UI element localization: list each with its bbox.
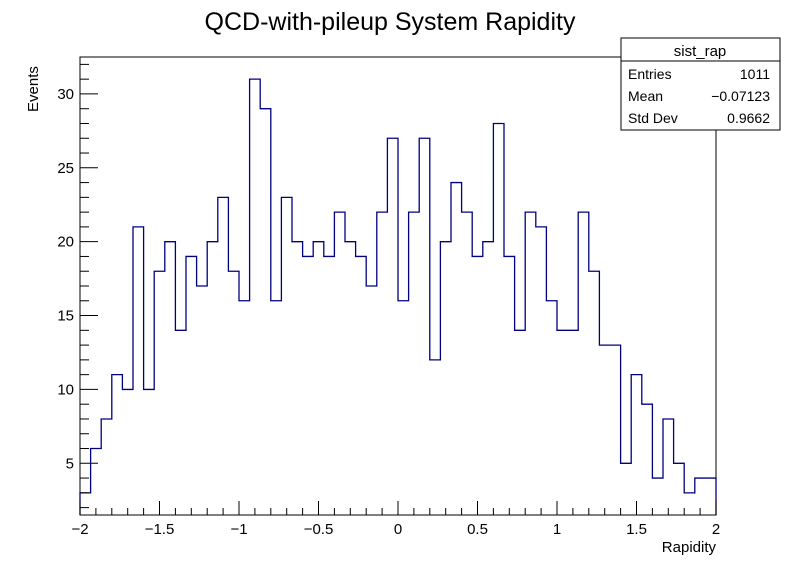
stats-box: sist_rap Entries 1011 Mean −0.07123 Std … (620, 37, 781, 131)
histogram-bin (197, 286, 208, 515)
histogram-bin (483, 242, 494, 515)
histogram-bin (366, 286, 377, 515)
stats-stddev-label: Std Dev (628, 110, 678, 126)
histogram-bin (599, 345, 610, 515)
histogram-bin (271, 301, 282, 515)
histogram-bin (440, 242, 451, 515)
histogram-bin (154, 271, 165, 515)
histogram-bin (493, 123, 504, 515)
histogram-bin (303, 256, 314, 515)
histogram-bin (228, 271, 239, 515)
histogram-bin (175, 330, 186, 515)
histogram-bin (705, 478, 716, 515)
stats-mean-value: −0.07123 (711, 88, 770, 104)
histogram-bin (631, 375, 642, 515)
y-tick-label: 10 (57, 381, 74, 398)
histogram-bin (260, 109, 271, 515)
y-tick-label: 20 (57, 234, 74, 251)
histogram-bin (186, 256, 197, 515)
histogram-bin (451, 183, 462, 515)
stats-entries-label: Entries (628, 66, 672, 82)
histogram-bin (334, 212, 345, 515)
x-tick-label: 0 (394, 521, 402, 538)
histogram-bin (430, 360, 441, 515)
y-axis: 5 10 15 20 25 30 (57, 63, 98, 509)
y-tick-label: 15 (57, 308, 74, 325)
x-axis-title: Rapidity (662, 539, 717, 556)
histogram-bin (409, 212, 420, 515)
histogram-bin (546, 301, 557, 515)
histogram-bin (610, 345, 621, 515)
histogram-bin (144, 389, 155, 515)
histogram-bin (515, 330, 526, 515)
histogram-bin (398, 301, 409, 515)
histogram-bin (663, 419, 674, 515)
histogram-bin (387, 138, 398, 515)
y-tick-label: 5 (66, 455, 74, 472)
histogram-bin (472, 256, 483, 515)
histogram-bin (133, 227, 144, 515)
x-tick-label: 1 (553, 521, 561, 538)
histogram-bin (419, 138, 430, 515)
histogram-bin (621, 463, 632, 515)
histogram-bin (578, 212, 589, 515)
histogram-bin (122, 389, 133, 515)
histogram-bin (377, 212, 388, 515)
x-axis: −2 −1.5 −1 −0.5 0 0.5 1 1.5 2 (71, 501, 720, 538)
x-tick-label: 1.5 (626, 521, 647, 538)
histogram-bin (589, 271, 600, 515)
histogram-bin (504, 256, 515, 515)
histogram-bin (525, 212, 536, 515)
histogram-bin (652, 478, 663, 515)
x-tick-label: −1.5 (145, 521, 175, 538)
stats-stddev-value: 0.9662 (727, 110, 770, 126)
histogram-bin (557, 330, 568, 515)
histogram-bin (239, 301, 250, 515)
histogram-outline (79, 78, 717, 515)
histogram-bin (218, 197, 229, 515)
histogram-bin (165, 242, 176, 515)
histogram-bin (80, 493, 91, 515)
x-tick-label: 0.5 (467, 521, 488, 538)
histogram-bin (101, 419, 112, 515)
x-tick-label: −1 (230, 521, 247, 538)
histogram-bin (356, 256, 367, 515)
histogram-bin (112, 375, 123, 515)
histogram-bin (292, 242, 303, 515)
histogram-bin (345, 242, 356, 515)
histogram-bin (684, 493, 695, 515)
x-tick-label: 2 (712, 521, 720, 538)
histogram-bin (281, 197, 292, 515)
histogram-bin (536, 227, 547, 515)
x-tick-label: −2 (71, 521, 88, 538)
stats-box-name: sist_rap (674, 43, 727, 60)
histogram-bin (91, 449, 102, 515)
y-tick-label: 30 (57, 86, 74, 103)
y-axis-title: Events (25, 66, 42, 112)
stats-box-frame (620, 37, 781, 131)
histogram-bin (250, 79, 261, 515)
histogram-bin (324, 256, 335, 515)
chart-title: QCD-with-pileup System Rapidity (205, 8, 576, 36)
y-tick-label: 25 (57, 160, 74, 177)
x-tick-label: −0.5 (304, 521, 334, 538)
histogram-bin (568, 330, 579, 515)
histogram-bin (674, 463, 685, 515)
histogram-bin (462, 212, 473, 515)
histogram-bin (313, 242, 324, 515)
stats-entries-value: 1011 (740, 66, 770, 82)
stats-mean-label: Mean (628, 88, 663, 104)
histogram-bin (642, 404, 653, 515)
histogram-bin (207, 242, 218, 515)
